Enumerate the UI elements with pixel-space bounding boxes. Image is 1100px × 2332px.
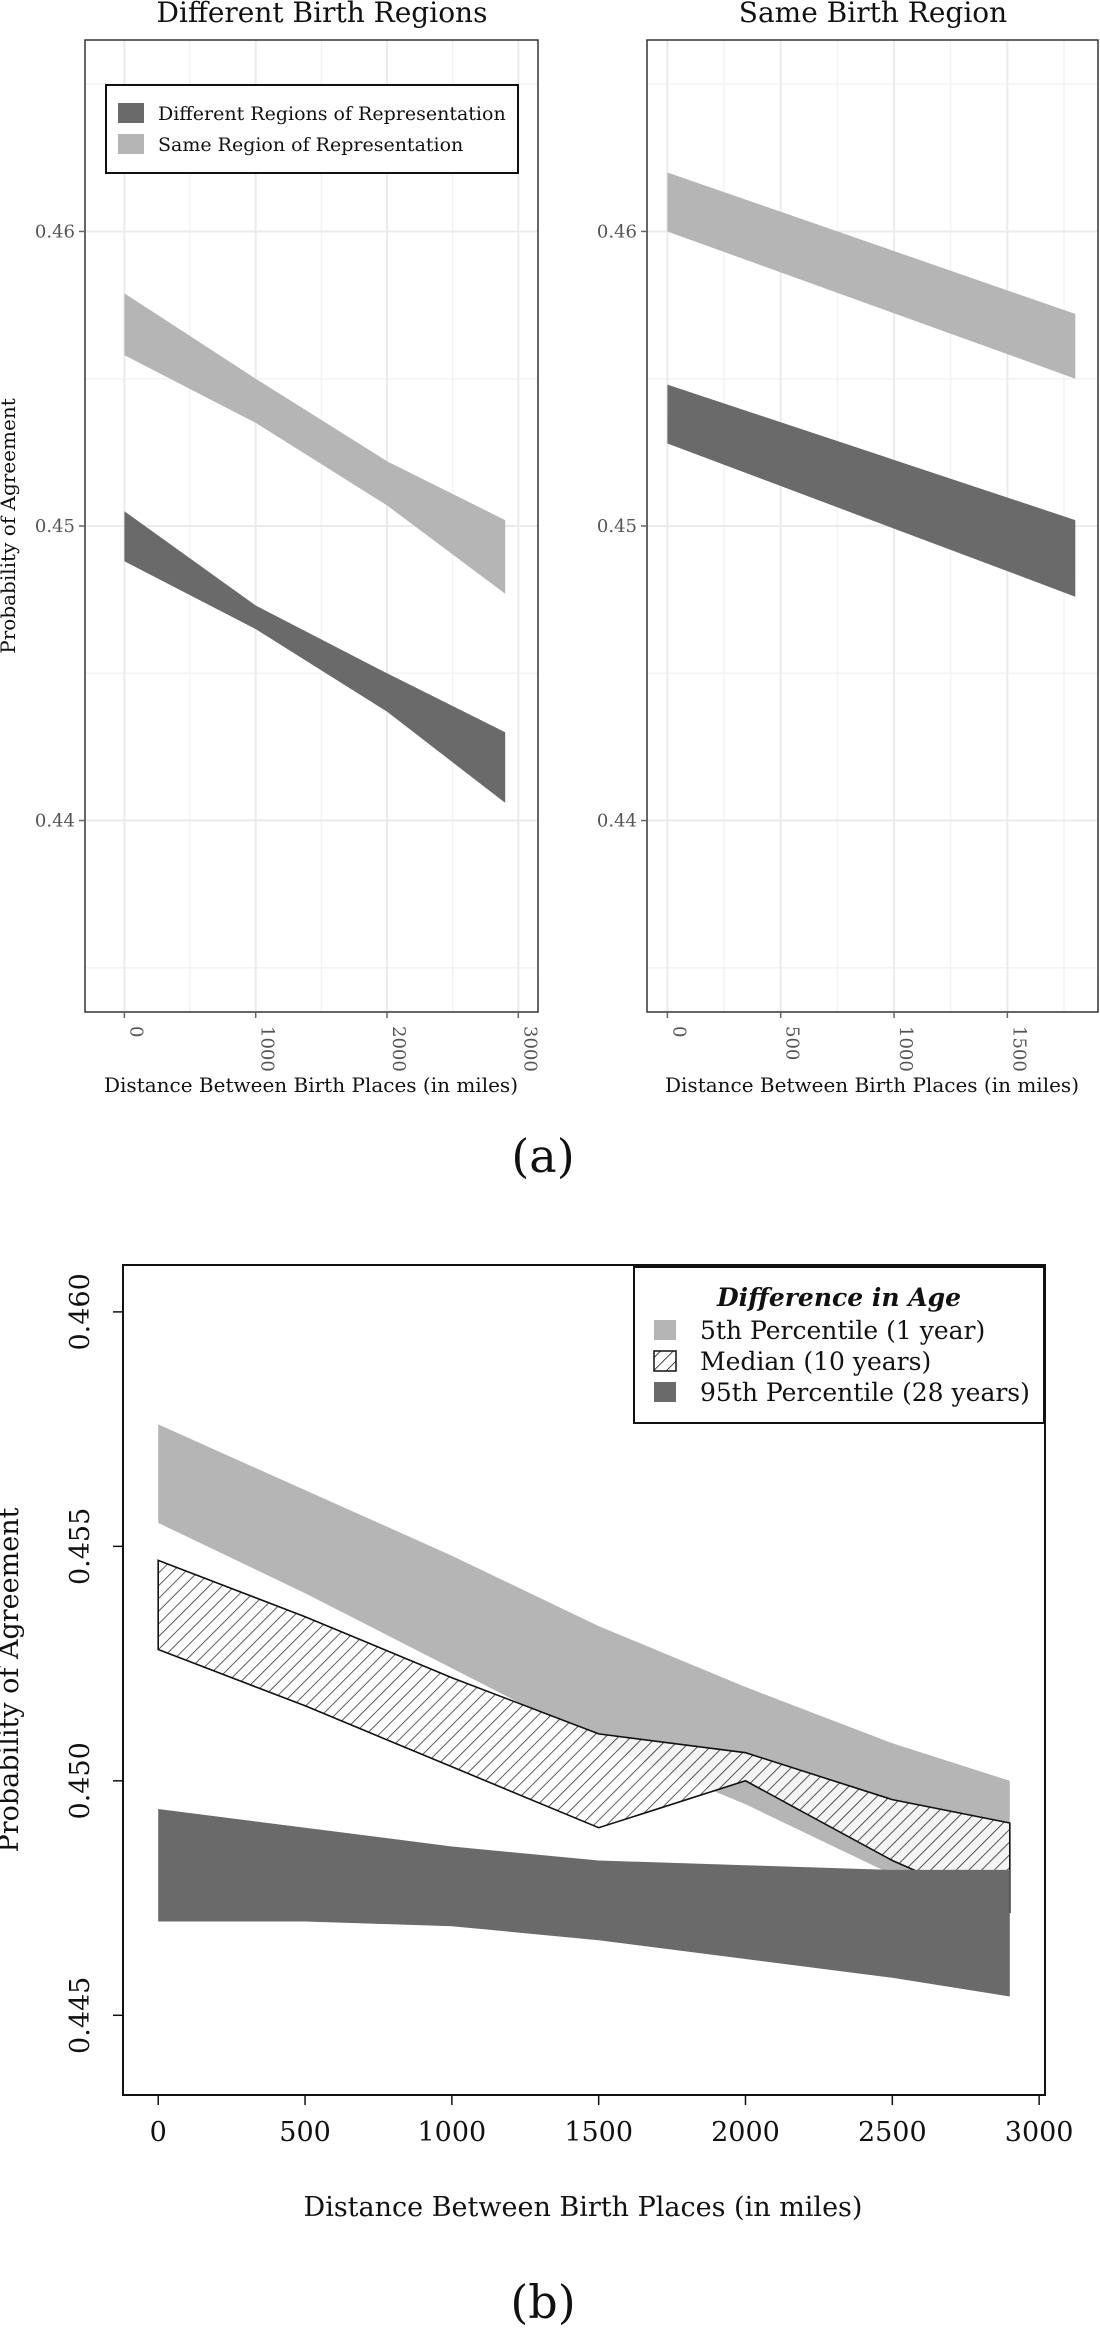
x-tick-label: 0 <box>125 1026 146 1037</box>
legend-swatch-95th-percentile <box>654 1382 676 1402</box>
legend-label-5th-percentile: 5th Percentile (1 year) <box>700 1316 985 1345</box>
x-tick-label: 500 <box>279 2117 331 2148</box>
y-tick-label: 0.44 <box>597 811 637 832</box>
y-tick-label: 0.460 <box>65 1273 96 1350</box>
legend-label-median: Median (10 years) <box>700 1347 931 1376</box>
caption-b: (b) <box>510 2275 575 2329</box>
panel-a-left-ylabel: Probability of Agreement <box>0 398 20 653</box>
legend-swatch-median <box>653 1350 677 1372</box>
panel-a-legend: Different Regions of Representation Same… <box>105 84 519 174</box>
y-tick-label: 0.46 <box>35 221 75 242</box>
legend-swatch-same-region <box>118 134 144 154</box>
panel-a-right-xlabel: Distance Between Birth Places (in miles) <box>665 1073 1079 1097</box>
ribbon-95th-percentile-28-years <box>158 1809 1010 1997</box>
x-tick-label: 1000 <box>895 1026 916 1072</box>
panel-a-left: Different Birth Regions 0 1000 2000 3000 0.4… <box>0 0 540 1097</box>
panel-b-ticks: 0 500 1000 1500 2000 2500 3000 0.445 0.450 0.455 0… <box>65 1273 1073 2148</box>
y-tick-label: 0.450 <box>65 1742 96 1819</box>
y-tick-label: 0.455 <box>65 1508 96 1585</box>
x-tick-label: 2500 <box>858 2117 927 2148</box>
ribbon-same-region-of-representation <box>667 172 1076 379</box>
x-tick-label: 1000 <box>257 1026 278 1072</box>
panel-b-legend: Difference in Age 5th Percentile (1 year… <box>633 1266 1045 1424</box>
legend-title-age: Difference in Age <box>716 1283 961 1312</box>
x-tick-label: 3000 <box>519 1026 540 1072</box>
caption-a: (a) <box>511 1129 574 1183</box>
panel-a-left-xlabel: Distance Between Birth Places (in miles) <box>104 1073 518 1097</box>
panel-b-series <box>157 1424 1011 1997</box>
x-tick-label: 1500 <box>1008 1026 1029 1072</box>
ribbon-same-region-of-representation <box>124 293 506 594</box>
x-tick-label: 2000 <box>711 2117 780 2148</box>
panel-a-left-ticks: 0 1000 2000 3000 0.44 0.45 0.46 <box>35 221 540 1071</box>
panel-b: 0 500 1000 1500 2000 2500 3000 0.445 0.450 0.455 0… <box>0 1264 1073 2223</box>
y-tick-label: 0.45 <box>597 516 637 537</box>
x-tick-label: 0 <box>668 1026 689 1037</box>
x-tick-label: 2000 <box>388 1026 409 1072</box>
panel-a-right-series <box>667 172 1076 597</box>
ribbon-different-regions-of-representation <box>124 511 506 803</box>
legend-swatch-different-regions <box>118 103 144 123</box>
panel-a-right-title: Same Birth Region <box>739 0 1007 29</box>
panel-a-right: Same Birth Region 0 500 1000 1500 0.44 0.45 0.… <box>597 0 1099 1097</box>
x-tick-label: 500 <box>782 1026 803 1060</box>
legend-label-different-regions: Different Regions of Representation <box>158 103 506 125</box>
y-tick-label: 0.44 <box>35 811 75 832</box>
y-tick-label: 0.45 <box>35 516 75 537</box>
panel-b-legend-box <box>633 1266 1045 1424</box>
panel-b-ylabel: Probability of Agreement <box>0 1507 25 1852</box>
panel-a-right-ticks: 0 500 1000 1500 0.44 0.45 0.46 <box>597 221 1029 1071</box>
x-tick-label: 0 <box>150 2117 167 2148</box>
panel-b-frame <box>122 1264 1046 2096</box>
x-tick-label: 1500 <box>564 2117 633 2148</box>
x-tick-label: 1000 <box>418 2117 487 2148</box>
legend-label-same-region: Same Region of Representation <box>158 134 463 156</box>
y-tick-label: 0.445 <box>65 1977 96 2054</box>
panel-a-left-title: Different Birth Regions <box>157 0 488 29</box>
y-tick-label: 0.46 <box>597 221 637 242</box>
x-tick-label: 3000 <box>1005 2117 1074 2148</box>
panel-b-xlabel: Distance Between Birth Places (in miles) <box>304 2192 863 2223</box>
panel-a-left-series <box>124 293 506 803</box>
panel-a-legend-box <box>105 84 519 174</box>
ribbon-different-regions-of-representation <box>667 384 1076 597</box>
legend-label-95th-percentile: 95th Percentile (28 years) <box>700 1378 1030 1407</box>
legend-swatch-5th-percentile <box>654 1320 676 1340</box>
